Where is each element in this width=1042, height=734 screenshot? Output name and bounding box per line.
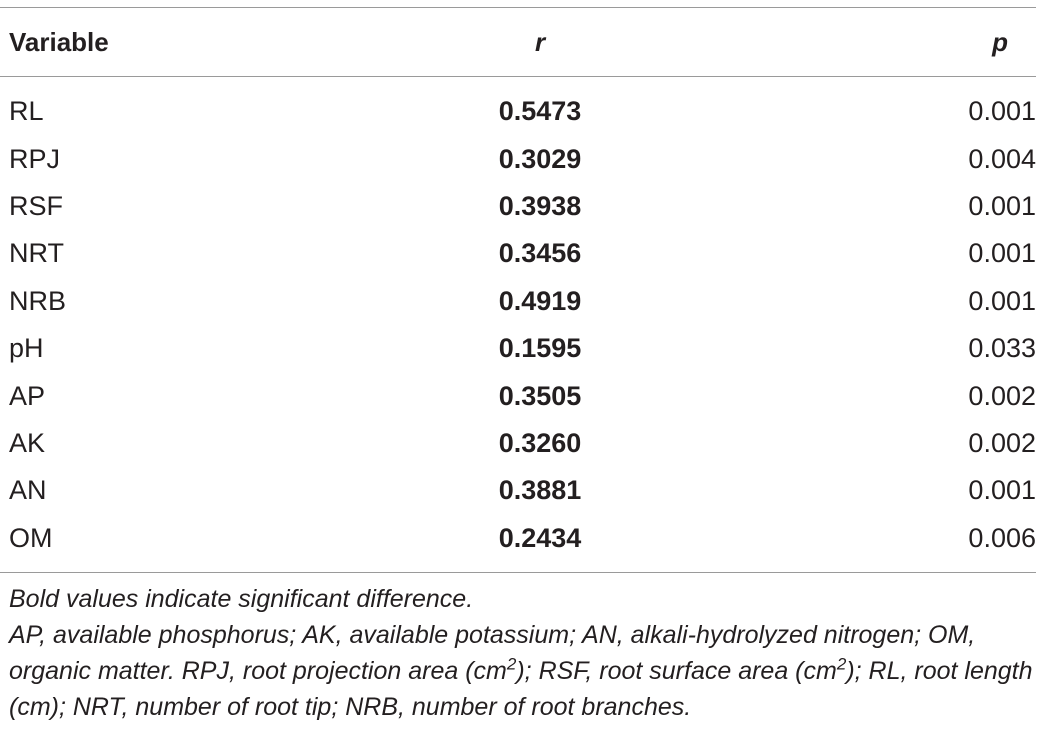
header-p: p: [992, 26, 1008, 57]
cell-p: 0.001: [968, 96, 1036, 127]
cell-r: 0.3029: [498, 143, 582, 174]
table-footnote: Bold values indicate significant differe…: [0, 573, 1036, 725]
cell-p: 0.033: [968, 333, 1036, 364]
table-row: AK 0.3260 0.002: [0, 420, 1036, 467]
cell-r: 0.3505: [498, 380, 582, 411]
cell-r: 0.3938: [498, 190, 582, 221]
header-r: r: [534, 26, 546, 57]
cell-r: 0.3456: [498, 238, 582, 269]
table-row: NRB 0.4919 0.001: [0, 278, 1036, 325]
table-row: RSF 0.3938 0.001: [0, 183, 1036, 230]
table-row: RL 0.5473 0.001: [0, 88, 1036, 135]
cell-variable: NRB: [9, 285, 67, 316]
cell-variable: OM: [9, 522, 53, 553]
header-variable: Variable: [9, 26, 109, 57]
cell-p: 0.001: [968, 238, 1036, 269]
cell-variable: RL: [9, 96, 44, 127]
cell-p: 0.002: [968, 380, 1036, 411]
cell-r: 0.4919: [498, 285, 582, 316]
cell-r: 0.3260: [498, 427, 582, 458]
cell-variable: RPJ: [9, 143, 61, 174]
cell-p: 0.002: [968, 427, 1036, 458]
footnote-text-2: ); RSF, root surface area (cm: [516, 656, 837, 685]
cell-p: 0.001: [968, 285, 1036, 316]
table-row: AN 0.3881 0.001: [0, 467, 1036, 514]
cell-p: 0.004: [968, 143, 1036, 174]
header-rule: [0, 76, 1036, 77]
top-rule: [0, 7, 1036, 8]
cell-r: 0.1595: [498, 333, 582, 364]
footnote-text-1: AP, available phosphorus; AK, available …: [9, 620, 976, 685]
cell-variable: AP: [9, 380, 46, 411]
cell-r: 0.3881: [498, 475, 582, 506]
table-row: OM 0.2434 0.006: [0, 515, 1036, 562]
cell-p: 0.006: [968, 522, 1036, 553]
footnote-bold-note: Bold values indicate significant differe…: [9, 584, 474, 613]
superscript-1: 2: [506, 654, 517, 674]
superscript-2: 2: [836, 654, 847, 674]
cell-variable: NRT: [9, 238, 65, 269]
table-body: RL 0.5473 0.001 RPJ 0.3029 0.004 RSF 0.3938 0.00…: [0, 77, 1036, 572]
cell-variable: AN: [9, 475, 47, 506]
cell-r: 0.5473: [498, 96, 582, 127]
table-row: RPJ 0.3029 0.004: [0, 135, 1036, 182]
cell-r: 0.2434: [498, 522, 582, 553]
table-row: NRT 0.3456 0.001: [0, 230, 1036, 277]
cell-p: 0.001: [968, 190, 1036, 221]
cell-variable: AK: [9, 427, 46, 458]
cell-variable: pH: [9, 333, 44, 364]
bottom-rule: [0, 571, 1036, 573]
correlation-table: Variable r p RL 0.5473 0.001 RPJ 0.3029 0.004…: [0, 7, 1036, 725]
footnote-abbreviations: AP, available phosphorus; AK, available …: [9, 617, 1036, 725]
table-row: pH 0.1595 0.033: [0, 325, 1036, 372]
cell-p: 0.001: [968, 475, 1036, 506]
table-row: AP 0.3505 0.002: [0, 372, 1036, 419]
footnote-text-3: ); RL, root length (cm); NRT, number of …: [9, 656, 1033, 721]
cell-variable: RSF: [9, 190, 63, 221]
table-header: Variable r p: [0, 8, 1036, 76]
